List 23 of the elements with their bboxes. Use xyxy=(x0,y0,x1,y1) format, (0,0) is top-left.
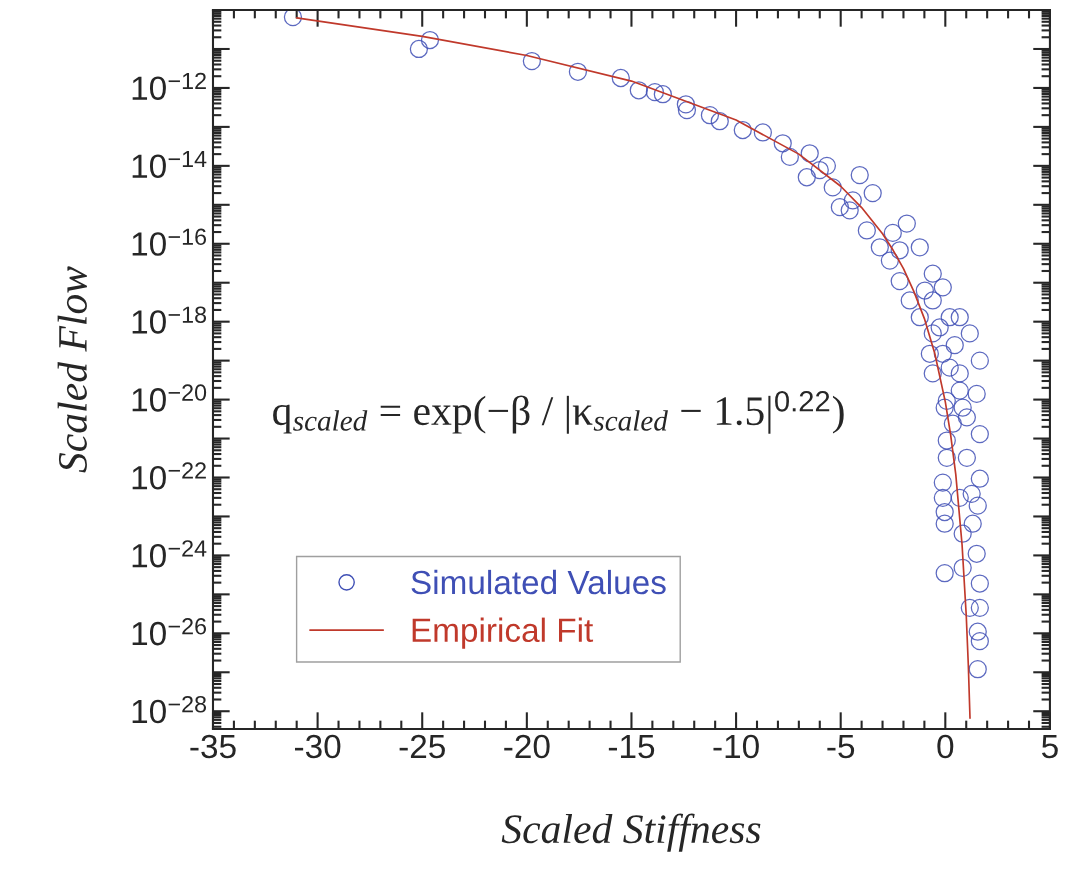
y-tick-label: 10$^{−22}$ xyxy=(132,462,206,490)
legend-label: Empirical Fit xyxy=(412,617,594,649)
x-tick-label: 5 xyxy=(1042,735,1058,759)
y-tick-label: 10$^{−18}$ xyxy=(132,306,207,334)
x-tick-label: -35 xyxy=(190,734,236,759)
x-tick-label: -30 xyxy=(295,734,341,759)
y-tick-label: 10$^{−14}$ xyxy=(132,150,207,179)
x-tick-label: -10 xyxy=(713,734,759,759)
y-tick-label: 10$^{−16}$ xyxy=(132,228,207,256)
x-tick-label: -25 xyxy=(399,734,445,759)
y-tick-label: 10$^{−26}$ xyxy=(132,618,207,646)
annotation: q$_{scaled}$ = exp(−β / |κ$_{scaled}$ − 1.5|$^{0.22}$) xyxy=(273,390,844,434)
x-tick-label: -15 xyxy=(608,735,655,759)
y-tick-label: 10$^{−12}$ xyxy=(132,72,206,101)
y-axis-title: Scaled Flow xyxy=(57,266,87,473)
x-tick-label: 0 xyxy=(937,734,954,759)
x-tick-label: -5 xyxy=(827,735,855,759)
y-tick-label: 10$^{−28}$ xyxy=(132,695,207,724)
y-tick-label: 10$^{−20}$ xyxy=(132,384,207,412)
x-axis-title: Scaled Stiffness xyxy=(501,813,761,852)
x-tick-label: -20 xyxy=(504,734,550,759)
legend-label: Simulated Values xyxy=(411,569,666,595)
y-tick-label: 10$^{−24}$ xyxy=(132,540,207,568)
